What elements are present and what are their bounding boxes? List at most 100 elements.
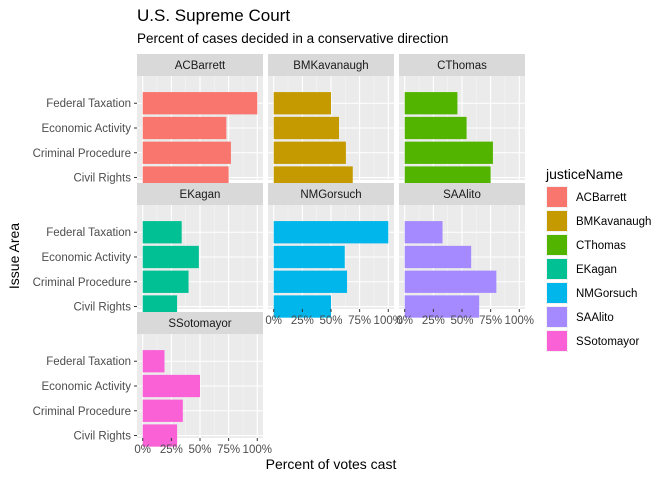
- y-tick-label: Criminal Procedure: [33, 277, 131, 289]
- y-tick-label: Economic Activity: [42, 381, 132, 393]
- facet-strip: [137, 183, 263, 205]
- bar-EKagan-2: [142, 270, 189, 293]
- y-tick-label: Federal Taxation: [46, 227, 131, 239]
- facet-strip-label: NMGorsuch: [300, 189, 361, 201]
- legend-swatch: [547, 259, 567, 279]
- x-tick-label: 0%: [265, 315, 282, 327]
- y-tick-label: Federal Taxation: [46, 356, 131, 368]
- facet-strip-label: EKagan: [180, 189, 221, 201]
- legend: justiceName ACBarrett BMKavanaugh CThomas E…: [545, 166, 651, 352]
- y-tick-label: Economic Activity: [42, 123, 132, 135]
- y-tick-label: Federal Taxation: [46, 98, 131, 110]
- bar-CThomas-1: [404, 116, 467, 140]
- legend-swatch: [547, 283, 567, 303]
- bar-NMGorsuch-0: [273, 221, 389, 244]
- facet-strip: [268, 183, 394, 205]
- y-tick-label: Criminal Procedure: [33, 148, 131, 160]
- x-axis-title: Percent of votes cast: [266, 456, 397, 472]
- facet-strip-label: CThomas: [437, 60, 487, 72]
- bar-BMKavanaugh-2: [273, 141, 346, 164]
- facet-strip-label: SSotomayor: [168, 318, 231, 330]
- facet-strip: [137, 312, 263, 334]
- facet-SSotomayor: SSotomayor Federal Taxation Economic Activ…: [33, 312, 272, 456]
- x-tick-label: 0%: [396, 315, 413, 327]
- x-tick-label: 75%: [348, 315, 371, 327]
- facet-EKagan: EKagan Federal Taxation Economic Activity C…: [33, 183, 263, 318]
- facet-NMGorsuch: NMGorsuch 0% 25% 50% 75% 100%: [265, 183, 403, 327]
- x-tick-label: 100%: [374, 315, 403, 327]
- legend-item-SAAlito: SAAlito: [546, 306, 614, 328]
- bar-SAAlito-0: [404, 221, 443, 244]
- legend-label: SSotomayor: [576, 336, 639, 348]
- bar-NMGorsuch-2: [273, 270, 348, 293]
- legend-swatch: [547, 211, 567, 231]
- legend-item-NMGorsuch: NMGorsuch: [546, 282, 637, 304]
- y-tick-label: Civil Rights: [73, 431, 131, 443]
- legend-item-CThomas: CThomas: [546, 234, 626, 256]
- facet-SAAlito: SAAlito 0% 25% 50% 75% 100%: [396, 183, 534, 327]
- bar-SAAlito-2: [404, 270, 497, 293]
- y-axis-title: Issue Area: [6, 223, 22, 289]
- legend-item-EKagan: EKagan: [546, 258, 617, 280]
- y-tick-label: Criminal Procedure: [33, 406, 131, 418]
- bar-SSotomayor-3: [142, 424, 178, 447]
- chart-subtitle: Percent of cases decided in a conservati…: [137, 31, 448, 46]
- x-tick-label: 50%: [450, 315, 473, 327]
- legend-item-SSotomayor: SSotomayor: [546, 330, 639, 352]
- legend-label: BMKavanaugh: [576, 216, 651, 228]
- x-tick-label: 75%: [479, 315, 502, 327]
- facet-ACBarrett: ACBarrett Federal Taxation Economic Activi…: [33, 54, 263, 189]
- facet-strip-label: BMKavanaugh: [293, 60, 368, 72]
- y-tick-label: Civil Rights: [73, 302, 131, 314]
- bar-EKagan-0: [142, 221, 182, 244]
- x-tick-label: 25%: [422, 315, 445, 327]
- x-tick-label: 25%: [160, 444, 183, 456]
- bar-ACBarrett-1: [142, 116, 227, 140]
- facet-strip-label: ACBarrett: [175, 60, 226, 72]
- bar-SSotomayor-1: [142, 374, 200, 398]
- legend-label: EKagan: [576, 264, 617, 276]
- x-tick-label: 75%: [217, 444, 240, 456]
- legend-title: justiceName: [545, 166, 623, 182]
- legend-item-BMKavanaugh: BMKavanaugh: [546, 210, 651, 232]
- bar-CThomas-0: [404, 92, 458, 115]
- legend-label: NMGorsuch: [576, 288, 637, 300]
- bar-BMKavanaugh-1: [273, 116, 340, 140]
- x-tick-label: 25%: [291, 315, 314, 327]
- facet-CThomas: CThomas: [399, 54, 525, 189]
- bar-SAAlito-1: [404, 245, 472, 269]
- legend-swatch: [547, 307, 567, 327]
- x-tick-label: 100%: [243, 444, 272, 456]
- legend-item-ACBarrett: ACBarrett: [546, 186, 627, 208]
- facet-strip: [399, 54, 525, 76]
- bar-SSotomayor-0: [142, 350, 165, 373]
- y-tick-label: Civil Rights: [73, 173, 131, 185]
- facet-strip: [268, 54, 394, 76]
- facet-strip: [137, 54, 263, 76]
- x-tick-label: 50%: [319, 315, 342, 327]
- chart-title: U.S. Supreme Court: [137, 6, 290, 25]
- legend-label: ACBarrett: [576, 192, 627, 204]
- bar-NMGorsuch-1: [273, 245, 345, 269]
- bar-SAAlito-3: [404, 295, 480, 318]
- facet-BMKavanaugh: BMKavanaugh: [268, 54, 394, 189]
- facet-strip-label: SAAlito: [443, 189, 481, 201]
- x-tick-label: 0%: [134, 444, 151, 456]
- bar-ACBarrett-0: [142, 92, 258, 115]
- x-tick-label: 100%: [505, 315, 534, 327]
- legend-swatch: [547, 235, 567, 255]
- bar-BMKavanaugh-0: [273, 92, 331, 115]
- facet-panels: ACBarrett Federal Taxation Economic Activi…: [33, 54, 534, 456]
- bar-NMGorsuch-3: [273, 295, 331, 318]
- legend-swatch: [547, 331, 567, 351]
- bar-CThomas-2: [404, 141, 493, 164]
- x-tick-label: 50%: [188, 444, 211, 456]
- bar-ACBarrett-2: [142, 141, 231, 164]
- facet-strip: [399, 183, 525, 205]
- y-tick-label: Economic Activity: [42, 252, 132, 264]
- bar-EKagan-1: [142, 245, 199, 269]
- legend-swatch: [547, 187, 567, 207]
- legend-label: CThomas: [576, 240, 626, 252]
- bar-SSotomayor-2: [142, 399, 183, 422]
